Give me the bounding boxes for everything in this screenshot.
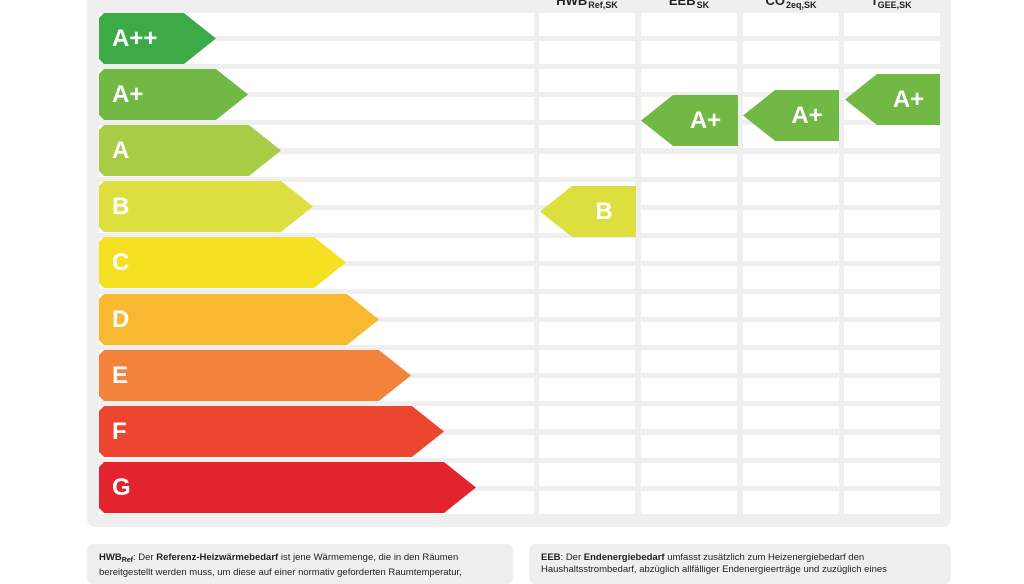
grid-cell bbox=[641, 294, 737, 317]
rating-g: G bbox=[99, 462, 476, 513]
grid-cell bbox=[539, 406, 635, 430]
grid-cell bbox=[539, 265, 635, 289]
grid-cell bbox=[743, 490, 839, 514]
grid-cell bbox=[539, 434, 635, 458]
grid-cell bbox=[539, 378, 635, 402]
grid-cell bbox=[539, 125, 635, 149]
grid-cell bbox=[844, 322, 940, 346]
grid-cell bbox=[743, 209, 839, 233]
grid-cell bbox=[844, 350, 940, 374]
rating-c: C bbox=[99, 237, 346, 288]
grid-cell bbox=[641, 378, 737, 402]
grid-cell bbox=[539, 322, 635, 346]
grid-cell bbox=[743, 378, 839, 402]
grid-cell bbox=[844, 13, 940, 36]
grid-cell bbox=[743, 294, 839, 317]
header-fgee: fGEE,SK bbox=[872, 0, 912, 10]
grid-cell bbox=[641, 153, 737, 177]
rating-label: C bbox=[112, 249, 130, 276]
grid-cell bbox=[844, 490, 940, 514]
header-eeb: EEBSK bbox=[668, 0, 710, 10]
rating-a: A bbox=[99, 125, 281, 176]
header-hwb: HWBRef,SK bbox=[556, 0, 618, 10]
grid-cell bbox=[641, 181, 737, 205]
grid-cell bbox=[844, 209, 940, 233]
grid-cell bbox=[844, 41, 940, 65]
grid-cell bbox=[539, 350, 635, 374]
grid-cell bbox=[539, 153, 635, 177]
grid-cell bbox=[641, 406, 737, 430]
grid-cell bbox=[844, 125, 940, 149]
rating-b: B bbox=[99, 181, 313, 232]
grid-cell bbox=[641, 350, 737, 374]
rating-a-plus: A+ bbox=[99, 69, 248, 120]
grid-cell bbox=[743, 322, 839, 346]
marker-label: A+ bbox=[892, 86, 925, 113]
grid-cell bbox=[641, 69, 737, 93]
rating-label: D bbox=[112, 306, 130, 333]
grid-cell bbox=[539, 69, 635, 93]
legend-hwb: HWBRef: Der Referenz-Heizwärmebedarf ist… bbox=[87, 544, 513, 584]
marker-label: A+ bbox=[791, 102, 823, 129]
grid-cell bbox=[641, 237, 737, 261]
grid-cell bbox=[641, 41, 737, 65]
rating-label: A bbox=[112, 137, 130, 164]
rating-label: A+ bbox=[112, 81, 144, 108]
grid-cell bbox=[641, 490, 737, 514]
grid-cell bbox=[539, 462, 635, 486]
scale-stripe bbox=[99, 13, 534, 36]
grid-cell bbox=[844, 181, 940, 205]
grid-cell bbox=[743, 265, 839, 289]
rating-label: A++ bbox=[112, 25, 158, 52]
grid-cell bbox=[539, 13, 635, 36]
grid-cell bbox=[539, 97, 635, 121]
rating-label: F bbox=[112, 418, 127, 445]
grid-cell bbox=[844, 265, 940, 289]
legend-eeb-text: EEB: Der Endenergiebedarf umfasst zusätz… bbox=[541, 552, 887, 575]
grid-cell bbox=[641, 434, 737, 458]
grid-cell bbox=[743, 13, 839, 36]
grid-cell bbox=[743, 69, 839, 93]
legend-eeb: EEB: Der Endenergiebedarf umfasst zusätz… bbox=[529, 544, 951, 584]
grid-cell bbox=[844, 406, 940, 430]
grid-cell bbox=[743, 434, 839, 458]
grid-cell bbox=[539, 41, 635, 65]
grid-cell bbox=[641, 209, 737, 233]
scale-stripe bbox=[99, 41, 534, 65]
grid-cell bbox=[844, 434, 940, 458]
grid-cell bbox=[641, 265, 737, 289]
rating-label: E bbox=[112, 362, 129, 389]
grid-cell bbox=[844, 294, 940, 317]
grid-cell bbox=[743, 153, 839, 177]
grid-cell bbox=[539, 237, 635, 261]
rating-d: D bbox=[99, 294, 379, 345]
grid-cell bbox=[641, 13, 737, 36]
grid-cell bbox=[743, 406, 839, 430]
grid-cell bbox=[539, 294, 635, 317]
marker-label: B bbox=[595, 198, 613, 225]
grid-cell bbox=[743, 181, 839, 205]
grid-cell bbox=[743, 462, 839, 486]
header-co2: CO2eq,SK bbox=[765, 0, 817, 10]
rating-label: G bbox=[112, 474, 131, 501]
rating-f: F bbox=[99, 406, 444, 457]
grid-cell bbox=[641, 462, 737, 486]
legend-hwb-text: HWBRef: Der Referenz-Heizwärmebedarf ist… bbox=[99, 552, 462, 578]
marker-label: A+ bbox=[689, 107, 722, 134]
grid-cell bbox=[743, 237, 839, 261]
grid-cell bbox=[844, 153, 940, 177]
grid-cell bbox=[844, 378, 940, 402]
grid-cell bbox=[539, 490, 635, 514]
grid-cell bbox=[844, 237, 940, 261]
rating-e: E bbox=[99, 350, 411, 401]
grid-cell bbox=[743, 41, 839, 65]
grid-cell bbox=[743, 350, 839, 374]
grid-cell bbox=[844, 462, 940, 486]
grid-cell bbox=[641, 322, 737, 346]
rating-label: B bbox=[112, 193, 130, 220]
